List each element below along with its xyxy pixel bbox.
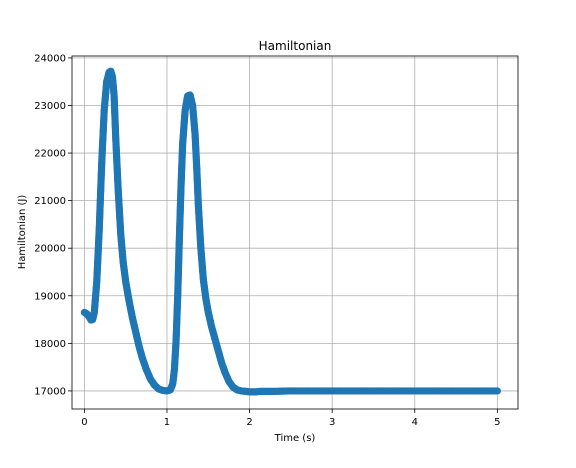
y-tick-label: 17000: [34, 386, 66, 397]
data-series: [80, 67, 501, 396]
y-axis-label: Hamiltonian (J): [17, 195, 28, 270]
y-axis: 17000 18000 19000 20000 21000 22000 23000 24000: [34, 53, 72, 397]
y-tick-label: 18000: [34, 339, 66, 350]
y-tick-label: 20000: [34, 244, 66, 255]
chart-title: Hamiltonian: [259, 39, 332, 53]
grid: [72, 56, 518, 409]
x-tick-label: 4: [412, 417, 418, 428]
plot-frame: [71, 55, 519, 410]
y-tick-label: 23000: [34, 101, 66, 112]
scatter-trace: [80, 67, 501, 396]
x-tick-label: 0: [81, 417, 87, 428]
y-tick-label: 21000: [34, 196, 66, 207]
x-axis-label: Time (s): [274, 433, 316, 444]
x-axis: 0 1 2 3 4 5: [81, 409, 501, 428]
y-tick-label: 19000: [34, 291, 66, 302]
y-tick-label: 24000: [34, 53, 66, 64]
y-tick-label: 22000: [34, 149, 66, 160]
data-point: [493, 387, 501, 395]
x-tick-label: 2: [246, 417, 252, 428]
x-tick-label: 3: [329, 417, 335, 428]
x-tick-label: 1: [164, 417, 170, 428]
x-tick-label: 5: [494, 417, 500, 428]
